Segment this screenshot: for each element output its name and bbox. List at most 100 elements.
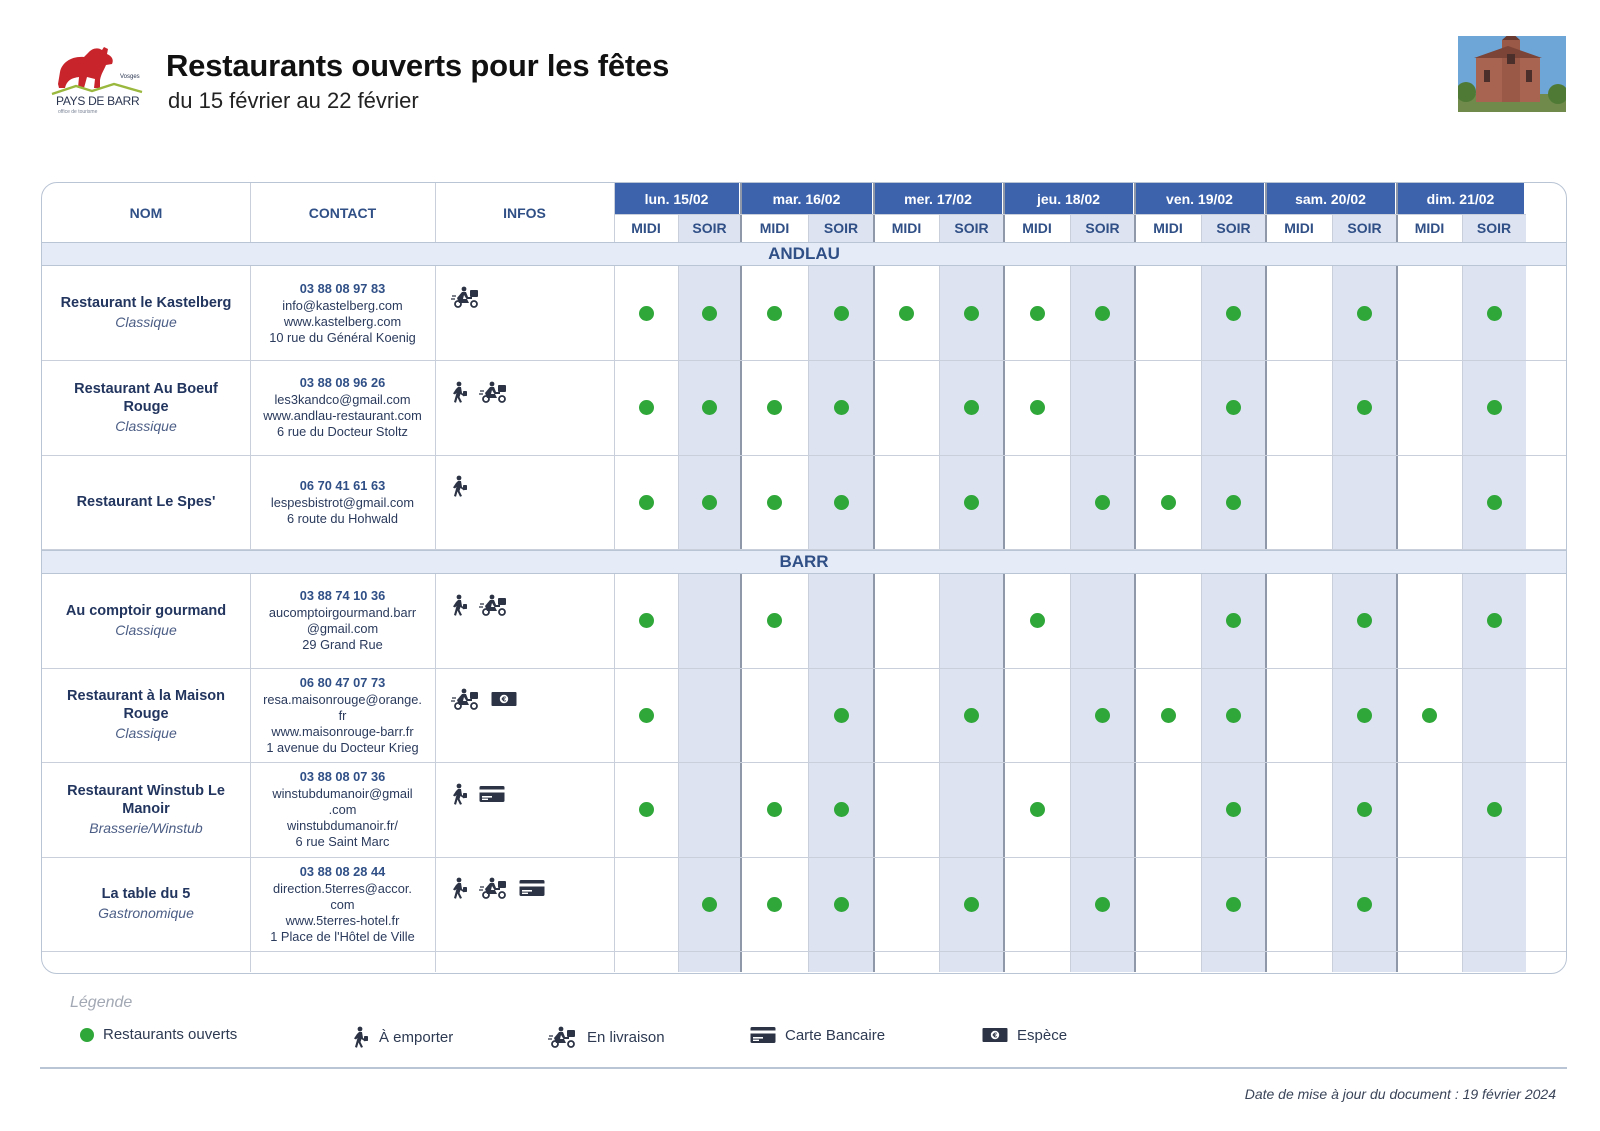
open-dot-icon [833, 400, 849, 416]
service-header-midi: MIDI [631, 220, 661, 236]
restaurant-name-cell: Restaurant le Kastelberg Classique [52, 266, 240, 361]
open-dot-icon [1226, 494, 1241, 510]
contact-cell: 03 88 08 07 36 winstubdumanoir@gmail .com w… [250, 763, 435, 858]
open-dot-icon [1160, 707, 1176, 723]
open-dot-icon [1357, 400, 1372, 416]
contact-line: 6 rue du Docteur Stoltz [277, 424, 408, 440]
open-dot-icon [899, 305, 914, 321]
contact-cell: 06 70 41 61 63 lespesbistrot@gmail.com 6 r… [250, 455, 435, 550]
open-dot-icon [638, 802, 654, 818]
day-divider [1070, 214, 1071, 972]
open-dot-icon [1095, 305, 1110, 321]
service-header-midi: MIDI [1284, 220, 1314, 236]
open-dot-icon [638, 613, 654, 629]
open-dot-icon [767, 613, 782, 629]
legend-item-cash: € Espèce [982, 1026, 1067, 1044]
legend-label: En livraison [587, 1028, 665, 1046]
column-divider [435, 183, 436, 972]
phone-number[interactable]: 03 88 08 28 44 [299, 863, 386, 879]
open-dot-icon [1357, 707, 1372, 723]
contact-cell: 03 88 74 10 36 aucomptoirgourmand.barr @gm… [250, 574, 435, 669]
page-title: Restaurants ouverts pour les fêtes [166, 48, 670, 83]
legend-item-card: Carte Bancaire [750, 1026, 885, 1044]
open-dot-icon [1486, 494, 1502, 510]
restaurant-name-cell: Restaurant à la Maison Rouge Classique [52, 668, 240, 763]
column-header-contact: CONTACT [308, 204, 377, 221]
day-divider [808, 214, 809, 972]
restaurant-name: Restaurant Winstub Le Manoir [67, 782, 225, 817]
day-header: mer. 17/02 [874, 183, 1004, 214]
open-dot-icon [1226, 305, 1241, 321]
open-dot-icon [1422, 707, 1437, 723]
open-dot-icon [1226, 707, 1241, 723]
bear-logo-icon [58, 47, 113, 88]
takeaway-icon [352, 1026, 370, 1048]
delivery-icon [451, 286, 481, 308]
contact-line: lespesbistrot@gmail.com [270, 494, 415, 510]
phone-number[interactable]: 03 88 08 96 26 [299, 375, 386, 391]
svg-text:€: € [501, 696, 507, 704]
restaurant-type: Classique [115, 314, 177, 331]
day-divider [1332, 214, 1333, 972]
soir-column-band [939, 214, 1004, 972]
phone-number[interactable]: 06 80 47 07 73 [299, 674, 386, 690]
delivery-icon [548, 1026, 578, 1048]
card-icon [519, 879, 545, 897]
phone-number[interactable]: 06 70 41 61 63 [299, 477, 386, 493]
day-header: dim. 21/02 [1397, 183, 1526, 214]
column-header-infos: INFOS [503, 204, 546, 221]
contact-line: .com [328, 802, 357, 818]
takeaway-icon [451, 381, 469, 403]
restaurant-type: Classique [115, 621, 177, 638]
logo-text: PAYS DE BARR [56, 94, 140, 108]
open-dot-icon [1357, 305, 1372, 321]
phone-number[interactable]: 03 88 08 07 36 [299, 769, 386, 785]
contact-line: fr [338, 707, 347, 723]
restaurant-name: Restaurant Au Boeuf Rouge [74, 380, 218, 415]
open-dot-icon [964, 494, 979, 510]
open-dot-icon [702, 494, 717, 510]
open-dot-icon [1486, 613, 1502, 629]
contact-line: 6 route du Hohwald [287, 510, 398, 526]
restaurant-name: Restaurant le Kastelberg [60, 295, 232, 312]
service-header-soir: SOIR [954, 220, 989, 236]
soir-column-band [1332, 214, 1397, 972]
soir-column-band [678, 214, 741, 972]
row-divider [42, 951, 1566, 952]
cash-icon: € [982, 1026, 1008, 1044]
open-dot-icon [833, 494, 849, 510]
page-subtitle: du 15 février au 22 février [168, 88, 419, 113]
service-header-midi: MIDI [1153, 220, 1183, 236]
contact-cell: 03 88 08 96 26 les3kandco@gmail.com www.an… [250, 361, 435, 456]
phone-number[interactable]: 03 88 08 97 83 [299, 280, 386, 296]
open-dot-icon [767, 400, 782, 416]
contact-line: 6 rue Saint Marc [295, 834, 390, 850]
column-divider [250, 183, 251, 972]
open-dot-icon [1226, 896, 1241, 912]
restaurant-name: Restaurant Le Spes' [76, 494, 216, 511]
day-divider [1134, 183, 1136, 972]
restaurant-type: Classique [115, 725, 177, 742]
card-icon [479, 785, 505, 803]
open-dot-icon [1226, 802, 1241, 818]
restaurant-name-cell: Restaurant Winstub Le Manoir Brasserie/Wi… [52, 763, 240, 858]
footer-divider [40, 1067, 1567, 1069]
open-dot-icon [1357, 613, 1372, 629]
day-header: sam. 20/02 [1266, 183, 1397, 214]
update-date: Date de mise à jour du document : 19 fév… [1244, 1086, 1556, 1102]
contact-line: www.maisonrouge-barr.fr [271, 723, 414, 739]
contact-line: com [330, 896, 355, 912]
contact-line: resa.maisonrouge@orange. [263, 691, 422, 707]
column-divider [614, 183, 615, 972]
restaurant-name-cell: La table du 5 Gastronomique [52, 857, 240, 952]
contact-line: direction.5terres@accor. [273, 880, 412, 896]
phone-number[interactable]: 03 88 74 10 36 [299, 588, 386, 604]
open-dot-icon [767, 802, 782, 818]
contact-line: www.5terres-hotel.fr [285, 912, 400, 928]
open-dot-icon [1160, 494, 1176, 510]
soir-column-band [1201, 214, 1266, 972]
day-divider [1201, 214, 1202, 972]
open-dot-icon [767, 896, 782, 912]
infos-cell [451, 473, 475, 499]
day-divider [873, 183, 875, 972]
